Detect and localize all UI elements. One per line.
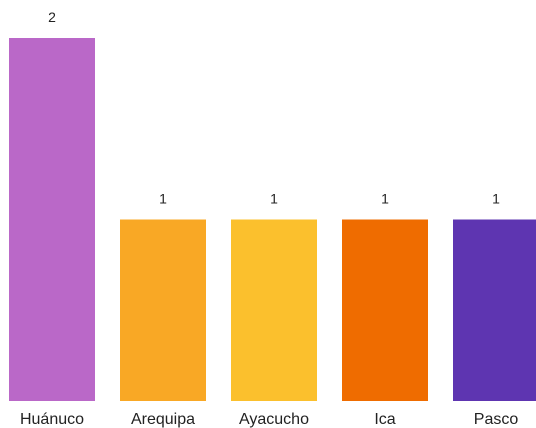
value-labels-group: 2 1 1 1 1 <box>48 9 500 207</box>
value-label-pasco: 1 <box>492 191 500 207</box>
bar-pasco <box>453 219 536 401</box>
x-tick-label-ica: Ica <box>374 411 395 428</box>
bar-ayacucho <box>231 219 317 401</box>
x-tick-label-ayacucho: Ayacucho <box>239 411 309 428</box>
x-tick-label-pasco: Pasco <box>474 411 519 428</box>
bar-arequipa <box>120 219 206 401</box>
bar-ica <box>342 219 428 401</box>
value-label-arequipa: 1 <box>159 191 167 207</box>
bar-huanuco <box>9 38 95 401</box>
x-tick-label-arequipa: Arequipa <box>131 411 195 428</box>
bars-group <box>9 38 536 401</box>
value-label-ica: 1 <box>381 191 389 207</box>
value-label-ayacucho: 1 <box>270 191 278 207</box>
x-axis-labels-group: Huánuco Arequipa Ayacucho Ica Pasco <box>20 411 518 428</box>
value-label-huanuco: 2 <box>48 9 56 25</box>
x-tick-label-huanuco: Huánuco <box>20 411 84 428</box>
